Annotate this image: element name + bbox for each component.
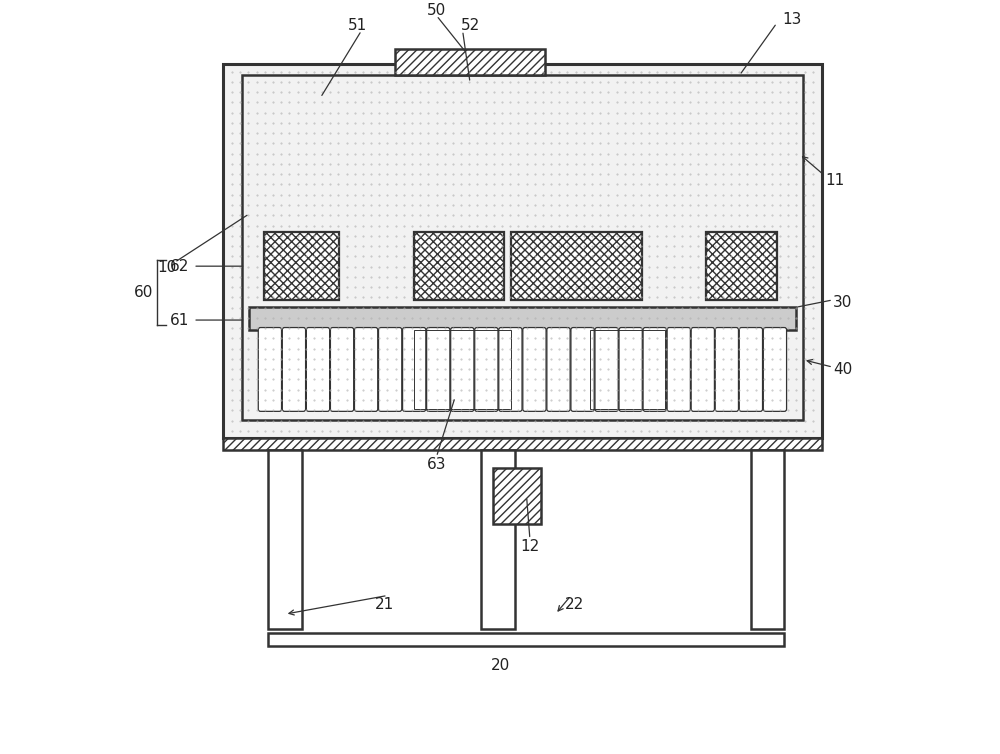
Text: 40: 40 (833, 362, 852, 377)
Bar (223, 438, 822, 449)
Bar (706, 232, 777, 300)
Bar (511, 232, 642, 300)
Bar (481, 449, 515, 629)
FancyBboxPatch shape (763, 327, 787, 412)
Bar (264, 232, 339, 300)
FancyBboxPatch shape (667, 327, 690, 412)
Bar (395, 49, 545, 75)
FancyBboxPatch shape (619, 327, 642, 412)
Text: 61: 61 (170, 313, 189, 327)
Bar (395, 49, 545, 75)
Bar (249, 308, 796, 329)
Text: 10: 10 (157, 260, 177, 275)
Text: 13: 13 (782, 12, 802, 26)
FancyBboxPatch shape (739, 327, 763, 412)
FancyBboxPatch shape (643, 327, 666, 412)
Bar (268, 633, 784, 646)
Bar (414, 232, 504, 300)
FancyBboxPatch shape (499, 327, 522, 412)
Text: 60: 60 (134, 285, 154, 300)
Bar (395, 49, 545, 75)
Text: 30: 30 (833, 295, 852, 310)
Bar (264, 232, 339, 300)
Bar (493, 468, 541, 524)
Text: 20: 20 (490, 657, 510, 673)
Bar (264, 232, 339, 300)
Bar (493, 468, 541, 524)
FancyBboxPatch shape (403, 327, 426, 412)
Bar (414, 232, 504, 300)
Bar (511, 232, 642, 300)
Bar (590, 329, 665, 409)
Text: 51: 51 (348, 17, 367, 32)
FancyBboxPatch shape (571, 327, 594, 412)
FancyBboxPatch shape (427, 327, 450, 412)
Bar (414, 232, 504, 300)
Bar (590, 329, 665, 409)
FancyBboxPatch shape (523, 327, 546, 412)
FancyBboxPatch shape (547, 327, 570, 412)
Text: 22: 22 (565, 597, 584, 612)
FancyBboxPatch shape (306, 327, 330, 412)
FancyBboxPatch shape (282, 327, 306, 412)
Text: 63: 63 (427, 457, 446, 472)
Text: 62: 62 (170, 259, 189, 274)
FancyBboxPatch shape (691, 327, 714, 412)
FancyBboxPatch shape (330, 327, 354, 412)
FancyBboxPatch shape (715, 327, 738, 412)
Bar (706, 232, 777, 300)
Bar (268, 449, 302, 629)
Bar (223, 438, 822, 449)
Bar (223, 64, 822, 438)
Bar (242, 75, 803, 419)
Bar (706, 232, 777, 300)
FancyBboxPatch shape (258, 327, 282, 412)
FancyBboxPatch shape (354, 327, 378, 412)
Bar (493, 468, 541, 524)
FancyBboxPatch shape (475, 327, 498, 412)
Bar (249, 308, 796, 329)
Bar (223, 438, 822, 449)
Bar (223, 64, 822, 438)
Bar (511, 232, 642, 300)
Bar (751, 449, 784, 629)
Bar (414, 329, 511, 409)
Text: 52: 52 (460, 17, 480, 32)
Text: 21: 21 (374, 597, 394, 612)
FancyBboxPatch shape (451, 327, 474, 412)
Bar (414, 329, 511, 409)
Text: 11: 11 (826, 173, 845, 188)
Text: 12: 12 (520, 539, 540, 554)
FancyBboxPatch shape (379, 327, 402, 412)
FancyBboxPatch shape (595, 327, 618, 412)
Text: 50: 50 (427, 3, 446, 18)
